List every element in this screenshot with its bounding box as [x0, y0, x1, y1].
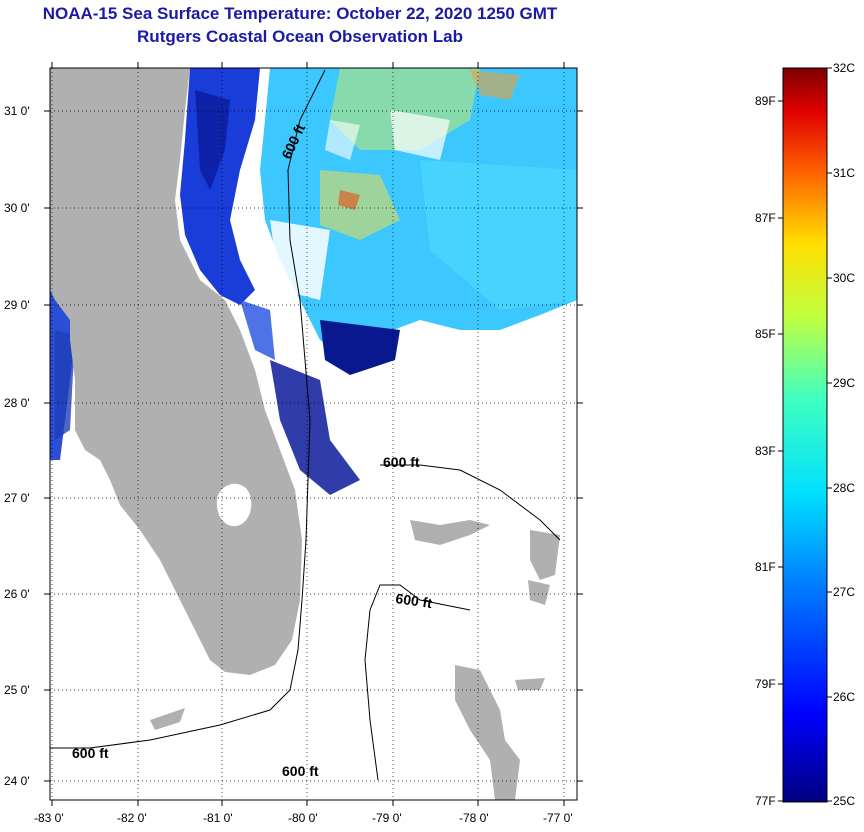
lat-label: 31 0'	[4, 104, 30, 118]
colorbar-fahrenheit-label: 79F	[755, 677, 776, 691]
colorbar-celsius-label: 25C	[833, 794, 855, 808]
colorbar-fahrenheit-label: 77F	[755, 794, 776, 808]
lon-label: -78 0'	[459, 811, 489, 825]
lon-label: -83 0'	[34, 811, 64, 825]
bahamas-abaco	[530, 530, 560, 580]
lat-label: 25 0'	[4, 683, 30, 697]
colorbar-fahrenheit-label: 81F	[755, 560, 776, 574]
contour-label: 600 ft	[395, 590, 434, 611]
contour-600ft-tongue	[364, 584, 471, 781]
lat-label: 26 0'	[4, 587, 30, 601]
offshore-sst-warm2	[470, 70, 520, 100]
coastal-sst-patch	[240, 300, 275, 360]
colorbar-fahrenheit-label: 87F	[755, 211, 776, 225]
bahamas-andros	[455, 665, 520, 800]
lat-label: 30 0'	[4, 201, 30, 215]
colorbar-fahrenheit-label: 85F	[755, 327, 776, 341]
contour-label: 600 ft	[282, 763, 319, 779]
cloud-gap-1	[270, 220, 330, 300]
colorbar-celsius-label: 26C	[833, 690, 855, 704]
bahamas-nassau	[515, 678, 545, 690]
colorbar-celsius-label: 31C	[833, 166, 855, 180]
lon-label: -82 0'	[117, 811, 147, 825]
contour-600ft-main	[50, 69, 326, 749]
colorbar	[782, 67, 828, 803]
lat-label: 29 0'	[4, 298, 30, 312]
lat-label: 27 0'	[4, 491, 30, 505]
cloud-gap-2	[390, 110, 450, 160]
florida-keys	[150, 708, 185, 730]
offshore-sst-cyan	[420, 160, 577, 310]
colorbar-celsius-label: 27C	[833, 585, 855, 599]
colorbar-fahrenheit-label: 89F	[755, 94, 776, 108]
map-border	[49, 67, 578, 801]
lat-label: 28 0'	[4, 396, 30, 410]
axis-ticks	[44, 62, 583, 806]
lon-label: -80 0'	[288, 811, 318, 825]
gulf-sst-patch-dark	[55, 330, 75, 440]
map-title: NOAA-15 Sea Surface Temperature: October…	[42, 4, 558, 23]
lon-label: -77 0'	[543, 811, 573, 825]
cloud-gap-3	[325, 120, 360, 160]
colorbar-celsius-label: 29C	[833, 376, 855, 390]
lake-okeechobee	[216, 483, 252, 527]
lon-label: -81 0'	[203, 811, 233, 825]
contour-600ft-bahama	[380, 464, 561, 541]
colorbar-celsius-label: 32C	[833, 61, 855, 75]
colorbar-ticks	[778, 67, 832, 802]
contour-label: 600 ft	[383, 454, 420, 470]
bahamas-abaco-south	[528, 580, 550, 605]
colorbar-celsius-label: 28C	[833, 481, 855, 495]
offshore-sst-warm	[338, 190, 360, 210]
offshore-sst-yellow	[320, 170, 400, 240]
lon-label: -79 0'	[372, 811, 402, 825]
contour-label: 600 ft	[72, 745, 109, 761]
colorbar-celsius-label: 30C	[833, 271, 855, 285]
lat-label: 24 0'	[4, 774, 30, 788]
map-subtitle: Rutgers Coastal Ocean Observation Lab	[137, 27, 463, 46]
colorbar-fahrenheit-label: 83F	[755, 444, 776, 458]
bahamas-grand-bahama	[410, 520, 490, 545]
cool-sst-band	[320, 320, 400, 375]
cool-sst-scatter	[270, 360, 360, 495]
atlantic-coastal-sst-dark	[195, 90, 230, 190]
